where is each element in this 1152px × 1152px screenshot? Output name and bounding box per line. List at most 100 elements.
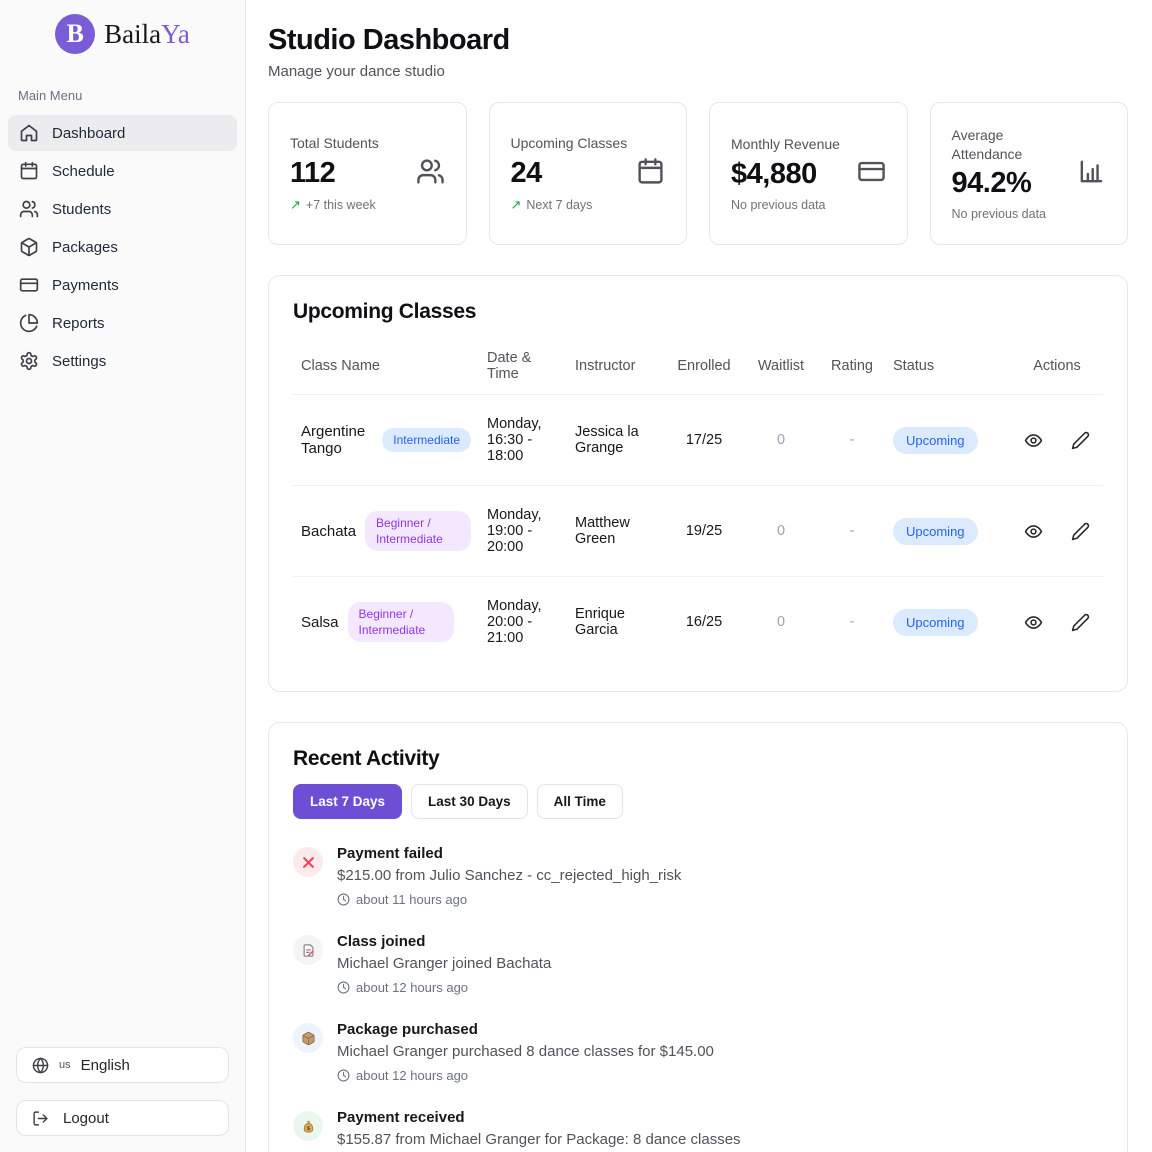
stat-value: 112	[290, 156, 336, 189]
sidebar-item-reports[interactable]: Reports	[8, 305, 237, 341]
sidebar-item-payments[interactable]: Payments	[8, 267, 237, 303]
list-item-payment-failed: Payment failed $215.00 from Julio Sanche…	[293, 845, 1103, 907]
stat-card-average-attendance: Average Attendance 94.2% No previous dat…	[929, 102, 1128, 245]
tab-last-7-days[interactable]: Last 7 Days	[293, 784, 403, 819]
stat-label: Monthly Revenue	[731, 136, 840, 153]
activity-content: Payment received $155.87 from Michael Gr…	[337, 1109, 741, 1148]
brand-name: BailaYa	[104, 19, 190, 50]
class-datetime: Monday, 16:30 - 18:00	[479, 394, 567, 486]
brand-name-accent: Ya	[161, 18, 190, 49]
memo-icon	[293, 935, 323, 965]
sidebar-item-label: Packages	[52, 238, 118, 256]
class-datetime: Monday, 19:00 - 20:00	[479, 485, 567, 577]
stat-change: ↗ Next 7 days	[511, 197, 628, 213]
sidebar-item-label: Payments	[52, 276, 119, 294]
stat-label: Average Attendance	[951, 126, 1023, 162]
sidebar-nav: Dashboard Schedule Students Packages Pay…	[0, 115, 245, 379]
users-icon	[19, 200, 39, 218]
activity-time-text: about 12 hours ago	[356, 1068, 469, 1083]
money-bag-icon: $	[293, 1111, 323, 1141]
sidebar-item-settings[interactable]: Settings	[8, 343, 237, 379]
brand-logo: B BailaYa	[0, 14, 245, 54]
brand-name-primary: Baila	[104, 18, 162, 49]
stat-value: 94.2%	[951, 167, 1032, 200]
stat-card-body: Average Attendance 94.2% No previous dat…	[952, 126, 1070, 222]
main-content: Studio Dashboard Manage your dance studi…	[246, 0, 1152, 1152]
list-item-package-purchased: Package purchased Michael Granger purcha…	[293, 1021, 1103, 1083]
class-instructor: Enrique Garcia	[567, 576, 665, 667]
edit-icon[interactable]	[1071, 613, 1090, 632]
col-status: Status	[893, 358, 935, 374]
stat-change-text: +7 this week	[305, 197, 376, 212]
class-rating: -	[819, 485, 885, 577]
tab-all-time[interactable]: All Time	[536, 784, 623, 819]
brand-logo-icon: B	[55, 14, 96, 54]
gear-icon	[20, 351, 38, 371]
sidebar-item-label: Dashboard	[52, 124, 126, 142]
calendar-icon	[636, 157, 665, 191]
activity-description: Michael Granger joined Bachata	[337, 955, 552, 972]
class-name: Salsa	[301, 613, 339, 631]
activity-content: Class joined Michael Granger joined Bach…	[337, 933, 551, 995]
activity-time: about 12 hours ago	[337, 980, 551, 995]
tab-last-30-days[interactable]: Last 30 Days	[411, 784, 528, 819]
table-row: Salsa Beginner / Intermediate Monday, 20:…	[293, 576, 1103, 667]
language-label: English	[80, 1056, 130, 1074]
svg-text:$: $	[306, 1125, 310, 1131]
list-item-payment-received: $ Payment received $155.87 from Michael …	[293, 1109, 1103, 1148]
language-flag-code: us	[59, 1059, 71, 1071]
page-subtitle: Manage your dance studio	[268, 63, 445, 80]
credit-card-icon	[857, 157, 886, 191]
view-icon[interactable]	[1024, 431, 1043, 450]
activity-list: Payment failed $215.00 from Julio Sanche…	[293, 845, 1103, 1148]
sidebar-item-packages[interactable]: Packages	[8, 229, 237, 265]
clock-icon	[337, 1069, 350, 1082]
sidebar: B BailaYa Main Menu Dashboard Schedule S…	[0, 0, 246, 1152]
sidebar-item-students[interactable]: Students	[8, 191, 237, 227]
level-badge: Beginner / Intermediate	[347, 601, 454, 643]
col-class-name: Class Name	[301, 358, 380, 374]
stat-card-total-students: Total Students 112 ↗ +7 this week	[268, 102, 467, 245]
sidebar-item-label: Reports	[52, 314, 105, 332]
level-badge: Beginner / Intermediate	[365, 510, 471, 552]
view-icon[interactable]	[1024, 522, 1043, 541]
home-icon	[20, 124, 38, 142]
col-waitlist: Waitlist	[757, 358, 805, 374]
page-title: Studio Dashboard	[268, 24, 510, 56]
activity-time: about 11 hours ago	[337, 892, 681, 907]
bar-chart-icon	[1077, 157, 1106, 191]
edit-icon[interactable]	[1071, 431, 1090, 450]
sidebar-spacer	[0, 379, 245, 1047]
globe-icon	[32, 1057, 49, 1073]
stat-card-body: Monthly Revenue $4,880 No previous data	[731, 135, 840, 212]
class-instructor: Jessica la Grange	[567, 394, 665, 486]
class-rating: -	[819, 576, 885, 667]
package-icon	[20, 237, 38, 257]
view-icon[interactable]	[1024, 613, 1043, 632]
clock-icon	[337, 981, 350, 994]
table-header-row: Class Name Date & Time Instructor Enroll…	[293, 338, 1103, 395]
activity-content: Package purchased Michael Granger purcha…	[337, 1021, 714, 1083]
activity-time-text: about 12 hours ago	[356, 980, 469, 995]
package-box-icon	[293, 1023, 323, 1053]
stat-change-text: Next 7 days	[526, 197, 593, 212]
credit-card-icon	[19, 278, 39, 292]
activity-description: Michael Granger purchased 8 dance classe…	[337, 1043, 714, 1060]
sidebar-item-dashboard[interactable]: Dashboard	[8, 115, 237, 151]
level-badge: Intermediate	[382, 427, 471, 453]
status-badge: Upcoming	[893, 426, 978, 454]
logout-label: Logout	[63, 1109, 109, 1127]
list-item-class-joined: Class joined Michael Granger joined Bach…	[293, 933, 1103, 995]
language-selector[interactable]: us English	[16, 1047, 229, 1083]
status-badge: Upcoming	[893, 517, 978, 545]
calendar-icon	[20, 161, 38, 180]
trend-up-icon: ↗	[510, 196, 522, 212]
stat-card-body: Upcoming Classes 24 ↗ Next 7 days	[511, 134, 628, 213]
logout-button[interactable]: Logout	[16, 1100, 229, 1136]
logout-icon	[33, 1110, 48, 1126]
sidebar-item-schedule[interactable]: Schedule	[8, 153, 237, 189]
stat-change: No previous data	[952, 207, 1070, 221]
stat-change-text: No previous data	[951, 207, 1047, 222]
stat-card-body: Total Students 112 ↗ +7 this week	[290, 134, 379, 213]
edit-icon[interactable]	[1071, 522, 1090, 541]
